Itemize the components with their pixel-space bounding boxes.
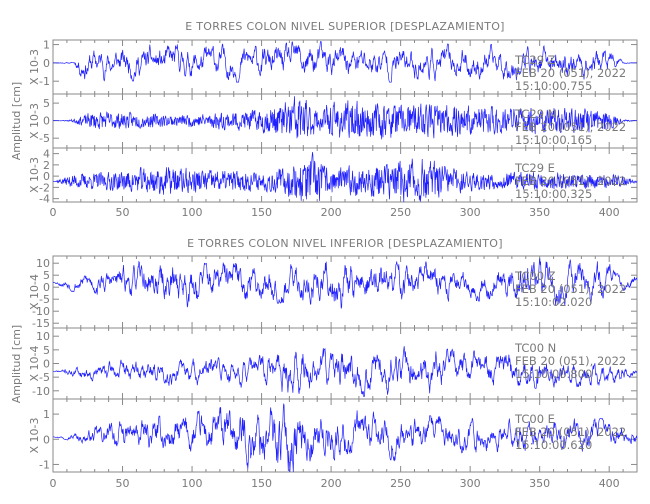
y-tick-label: 0 <box>43 281 50 294</box>
x-tick-label: 300 <box>460 206 481 219</box>
y-axis-label: Amplitud [cm] <box>10 325 23 403</box>
chart-title: E TORRES COLON NIVEL SUPERIOR [DESPLAZAM… <box>185 20 505 33</box>
station-label: TC00 N <box>514 341 556 355</box>
y-axis-label: Amplitud [cm] <box>10 82 23 160</box>
scale-label: X 10-4 <box>28 274 41 310</box>
waveform-line <box>53 403 638 473</box>
y-tick-label: 10 <box>36 257 50 270</box>
y-tick-label: -4 <box>39 193 50 206</box>
y-tick-label: 5 <box>43 97 50 110</box>
x-tick-label: 350 <box>529 206 550 219</box>
x-tick-label: 150 <box>251 477 272 490</box>
y-tick-label: -10 <box>32 305 50 318</box>
y-tick-label: 2 <box>43 159 50 172</box>
date-label: FEB 20 (051), 2022 <box>515 120 626 134</box>
x-tick-label: 250 <box>390 477 411 490</box>
y-tick-label: -5 <box>39 132 50 145</box>
x-tick-label: 50 <box>116 477 130 490</box>
y-tick-label: 4 <box>43 148 50 161</box>
date-label: FEB 20 (051), 2022 <box>515 174 626 188</box>
waveform-line <box>53 41 637 83</box>
y-tick-label: 1 <box>43 408 50 421</box>
x-tick-label: 400 <box>599 206 620 219</box>
station-label: TC29 N <box>514 107 556 121</box>
scale-label: X 10-3 <box>28 49 41 85</box>
time-label: 15:10:00.620 <box>515 438 592 452</box>
x-tick-label: 100 <box>182 206 203 219</box>
x-tick-label: 400 <box>599 477 620 490</box>
y-tick-label: 0 <box>43 358 50 371</box>
date-label: FEB 20 (051), 2022 <box>515 425 626 439</box>
y-tick-label: 0 <box>43 57 50 70</box>
y-tick-label: -2 <box>39 181 50 194</box>
date-label: FEB 20 (051), 2022 <box>515 66 626 80</box>
x-tick-label: 0 <box>50 206 57 219</box>
time-label: 15:10:02.020 <box>515 295 592 309</box>
y-tick-label: 1 <box>43 39 50 52</box>
y-tick-label: 10 <box>36 330 50 343</box>
x-tick-label: 0 <box>50 477 57 490</box>
x-tick-label: 200 <box>321 206 342 219</box>
time-label: 15:10:00.755 <box>515 79 592 93</box>
station-label: TC00 Z <box>514 269 556 283</box>
station-label: TC29 E <box>514 161 555 175</box>
scale-label: X 10-3 <box>28 418 41 454</box>
y-tick-label: -15 <box>32 317 50 330</box>
time-label: 15:10:00.800 <box>515 367 592 381</box>
y-tick-label: 0 <box>43 170 50 183</box>
x-tick-label: 100 <box>182 477 203 490</box>
x-tick-label: 250 <box>390 206 411 219</box>
x-tick-label: 200 <box>321 477 342 490</box>
y-tick-label: -5 <box>39 293 50 306</box>
station-label: TC00 E <box>514 412 555 426</box>
chart-title: E TORRES COLON NIVEL INFERIOR [DESPLAZAM… <box>187 237 503 250</box>
x-tick-label: 150 <box>251 206 272 219</box>
waveform-line <box>52 258 638 309</box>
time-label: 15:10:00.165 <box>515 133 592 147</box>
waveform-line <box>53 151 638 203</box>
time-label: 15:10:00.325 <box>515 187 592 201</box>
chart-lower-level: E TORRES COLON NIVEL INFERIOR [DESPLAZAM… <box>10 237 638 490</box>
x-tick-label: 300 <box>460 477 481 490</box>
x-tick-label: 50 <box>116 206 130 219</box>
y-tick-label: -5 <box>39 371 50 384</box>
y-tick-label: 0 <box>43 115 50 128</box>
y-tick-label: 5 <box>43 269 50 282</box>
station-label: TC29 Z <box>514 53 556 67</box>
y-tick-label: 0 <box>43 433 50 446</box>
waveform-line <box>52 96 637 140</box>
waveform-line <box>53 346 638 398</box>
scale-label: X 10-3 <box>28 103 41 139</box>
y-tick-label: -1 <box>39 75 50 88</box>
scale-label: X 10-3 <box>28 157 41 193</box>
chart-upper-level: E TORRES COLON NIVEL SUPERIOR [DESPLAZAM… <box>10 20 638 219</box>
date-label: FEB 20 (051), 2022 <box>515 282 626 296</box>
y-tick-label: -1 <box>39 458 50 471</box>
scale-label: X 10-4 <box>28 346 41 382</box>
y-tick-label: -10 <box>32 385 50 398</box>
x-tick-label: 350 <box>529 477 550 490</box>
y-tick-label: 5 <box>43 344 50 357</box>
date-label: FEB 20 (051), 2022 <box>515 354 626 368</box>
